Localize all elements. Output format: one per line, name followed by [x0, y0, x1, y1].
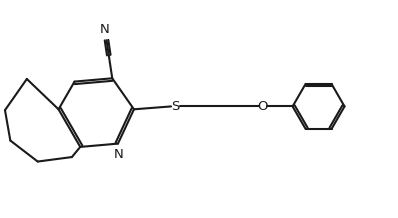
Text: S: S — [171, 100, 179, 113]
Text: N: N — [114, 148, 123, 161]
Text: N: N — [100, 23, 109, 36]
Text: O: O — [258, 100, 268, 113]
